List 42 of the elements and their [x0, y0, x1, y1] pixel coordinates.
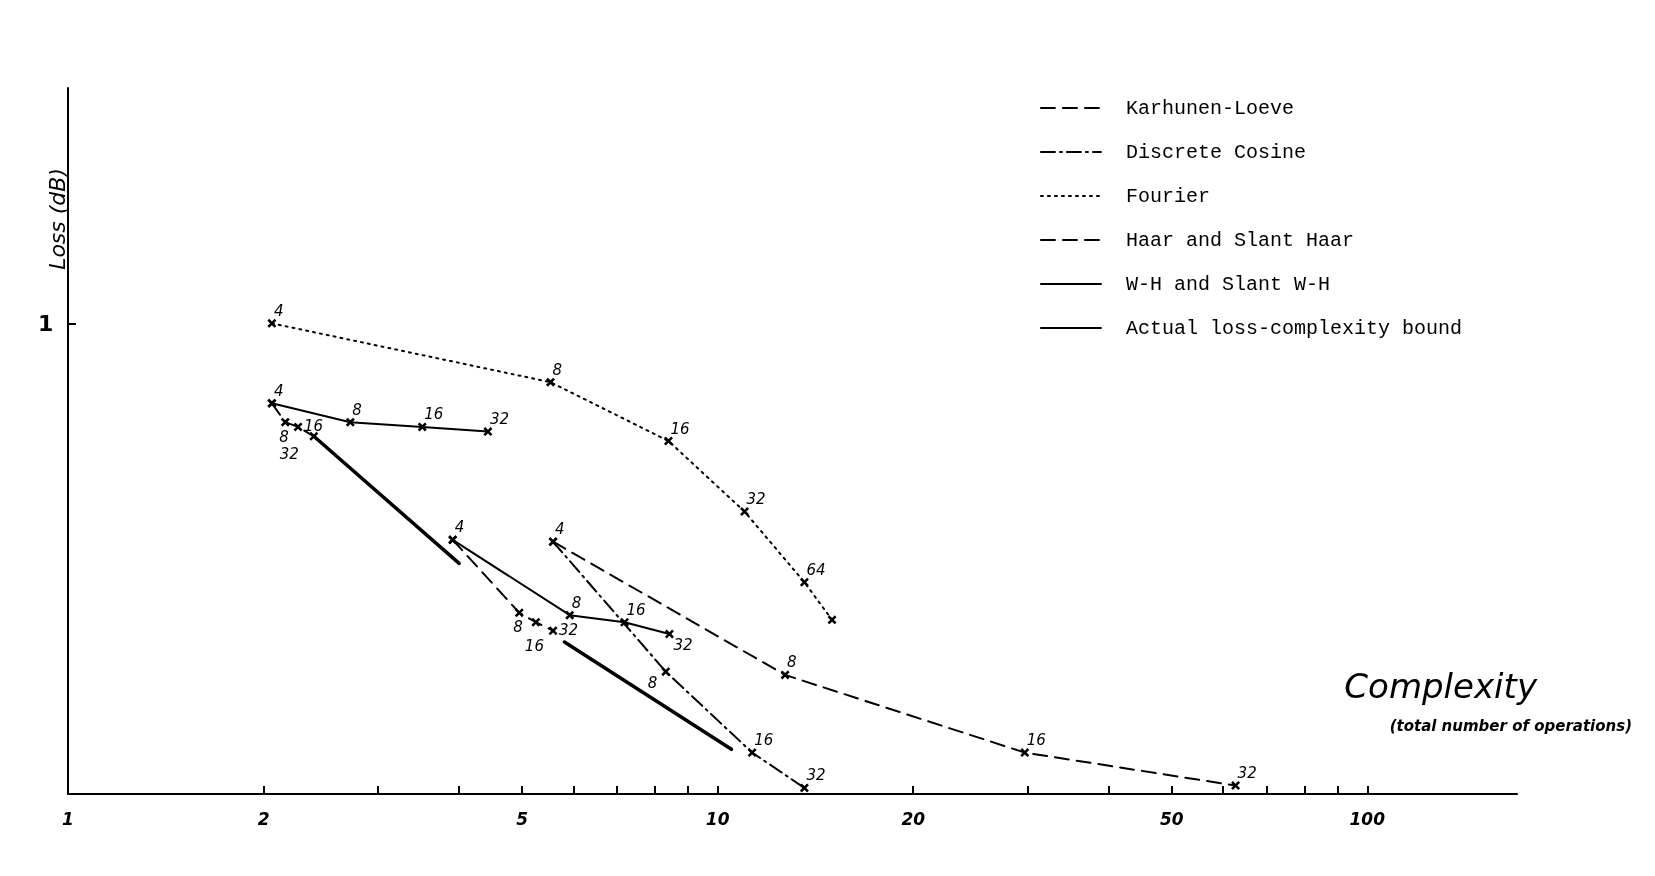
annotation: 16 — [304, 417, 324, 436]
text: 1 — [38, 310, 54, 336]
legend-label: Haar and Slant Haar — [1125, 228, 1354, 252]
annotation: 8 — [352, 400, 362, 419]
annotation: 8 — [787, 653, 797, 672]
annotation: 32 — [559, 621, 579, 640]
annotation: 32 — [746, 490, 766, 509]
annotation: 8 — [647, 674, 658, 693]
x-axis-title: Complexity (total number of operations) — [1344, 666, 1632, 735]
annotation: 8 — [571, 593, 582, 612]
annotation: 64 — [806, 560, 826, 579]
x-tick-label: 20 — [901, 808, 926, 829]
annotation: 4 — [273, 381, 284, 400]
annotation: 32 — [279, 444, 299, 463]
legend-label: Actual loss-complexity bound — [1125, 316, 1463, 340]
y-axis-title: Loss (dB) — [44, 168, 70, 270]
annotation: 4 — [273, 301, 284, 320]
x-tick-label: 5 — [516, 808, 528, 829]
x-tick-label: 10 — [705, 808, 730, 829]
annotation: 32 — [673, 636, 693, 655]
annotation: 16 — [1026, 731, 1046, 750]
annotation: 4 — [454, 518, 465, 537]
legend-label: W-H and Slant W-H — [1125, 272, 1330, 296]
annotation: 32 — [806, 766, 826, 785]
legend-label: Fourier — [1125, 184, 1210, 208]
annotation: 4 — [555, 520, 565, 539]
annotation: 16 — [754, 731, 774, 750]
annotation: 8 — [279, 427, 289, 446]
annotation: 8 — [552, 360, 563, 379]
legend-label: Discrete Cosine — [1125, 140, 1306, 164]
legend-label: Karhunen-Loeve — [1125, 96, 1294, 120]
annotation: 16 — [424, 405, 444, 424]
x-tick-label: 50 — [1159, 808, 1184, 829]
x-tick-label: 1 — [62, 808, 74, 829]
annotation: 8 — [513, 618, 523, 637]
annotation: 32 — [489, 410, 510, 429]
annotation: 16 — [626, 600, 646, 619]
annotation: 16 — [524, 636, 544, 655]
x-tick-label: 2 — [257, 808, 270, 829]
x-tick-label: 100 — [1349, 808, 1386, 829]
annotation: 32 — [1237, 764, 1257, 783]
annotation: 16 — [670, 419, 690, 438]
